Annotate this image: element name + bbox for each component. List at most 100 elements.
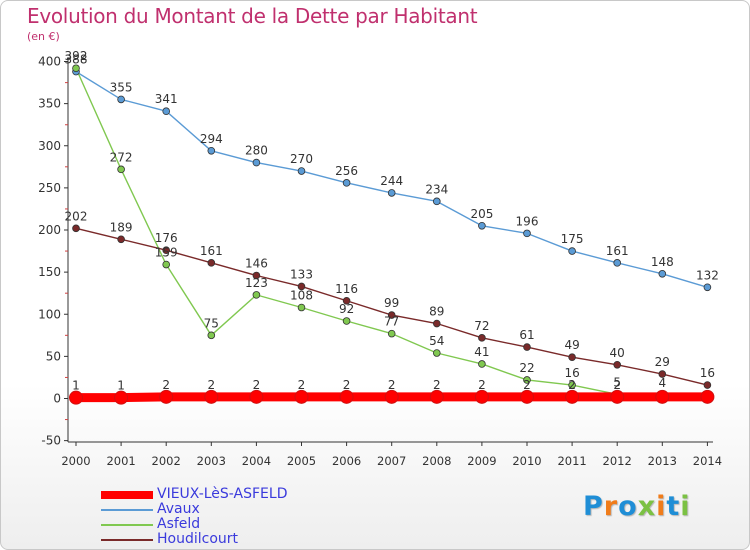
legend-swatch: [101, 509, 153, 511]
data-point: [432, 319, 441, 328]
y-tick-label: 300: [38, 139, 61, 153]
data-label: 2: [162, 378, 170, 392]
data-label: 72: [474, 319, 489, 333]
data-point: [700, 389, 715, 404]
data-label: 16: [700, 366, 715, 380]
data-point: [342, 179, 351, 187]
data-point: [568, 381, 576, 389]
data-label: 133: [290, 267, 313, 281]
data-point: [387, 329, 396, 338]
data-point: [432, 197, 441, 206]
data-label: 280: [245, 144, 268, 158]
data-point: [342, 296, 351, 305]
data-point: [297, 282, 306, 291]
data-point: [207, 259, 216, 267]
data-label: 272: [110, 150, 133, 164]
data-label: 1: [72, 379, 80, 393]
data-point: [204, 389, 219, 404]
data-label: 22: [519, 361, 534, 375]
data-label: 49: [564, 338, 579, 352]
y-tick-label: 150: [38, 265, 61, 279]
axes: -50 0 50 100 150 200 250 300 350 400 2000 2001 2002 2…: [38, 55, 722, 469]
logo-letter: r: [603, 491, 619, 522]
data-point: [117, 235, 125, 244]
data-point: [159, 389, 174, 404]
data-label: 270: [290, 152, 313, 166]
chart-subtitle: (en €): [27, 30, 60, 43]
legend-label: Houdilcourt: [157, 531, 239, 547]
data-point: [114, 390, 129, 405]
data-point: [72, 64, 80, 73]
logo-letter: o: [618, 491, 638, 522]
data-point: [384, 389, 399, 404]
x-tick-label: 2000: [61, 454, 90, 468]
data-point: [432, 349, 441, 357]
data-point: [207, 331, 216, 340]
data-label: 2: [298, 378, 306, 392]
data-point: [703, 283, 712, 292]
data-point: [294, 389, 309, 404]
logo-letter: i: [656, 491, 667, 522]
x-tick-label: 2009: [467, 454, 496, 468]
data-point: [252, 158, 261, 167]
data-point: [387, 189, 396, 197]
data-label: 4: [658, 376, 666, 390]
data-point: [429, 389, 444, 404]
legend-label: VIEUX-LèS-ASFELD: [157, 486, 288, 502]
data-label: 205: [470, 207, 493, 221]
data-point: [252, 291, 261, 299]
data-point: [523, 376, 531, 384]
x-tick-label: 2013: [648, 454, 677, 468]
data-point: [478, 360, 486, 368]
x-tick-label: 2007: [377, 454, 406, 468]
data-point: [658, 270, 667, 278]
data-point: [568, 247, 576, 255]
data-point: [703, 381, 712, 389]
data-point: [613, 360, 621, 369]
x-tick-label: 2014: [693, 454, 722, 468]
data-label: 234: [425, 182, 448, 196]
x-tick-label: 2010: [512, 454, 541, 468]
x-tick-label: 2001: [106, 454, 135, 468]
data-label: 116: [335, 282, 358, 296]
series-markers: [69, 64, 715, 405]
logo-letter: t: [666, 491, 681, 522]
data-point: [117, 95, 125, 104]
proxiti-logo: Proxiti: [583, 491, 691, 522]
y-tick-label: 350: [38, 97, 61, 111]
data-label: 54: [429, 334, 444, 348]
y-tick-label: 250: [38, 181, 61, 195]
data-label: 159: [155, 246, 178, 260]
data-label: 75: [204, 316, 219, 330]
data-label: 41: [474, 345, 489, 359]
data-label: 244: [380, 174, 403, 188]
data-point: [162, 107, 171, 116]
legend-label: Asfeld: [157, 516, 201, 532]
data-label: 176: [155, 231, 178, 245]
data-label: 2: [613, 378, 621, 392]
data-label: 2: [523, 378, 531, 392]
data-label: 392: [65, 49, 88, 63]
data-label: 341: [155, 92, 178, 106]
y-tick-label: 400: [38, 55, 61, 69]
data-label: 92: [339, 302, 354, 316]
x-tick-label: 2003: [197, 454, 226, 468]
data-point: [117, 165, 125, 174]
data-label: 132: [696, 268, 719, 282]
chart-title: Evolution du Montant de la Dette par Hab…: [27, 4, 478, 28]
data-label: 99: [384, 296, 399, 310]
data-label: 175: [561, 232, 584, 246]
data-label: 2: [568, 378, 576, 392]
legend-label: Avaux: [157, 501, 200, 517]
data-label: 2: [207, 378, 215, 392]
data-point: [565, 389, 580, 404]
x-tick-label: 2005: [287, 454, 316, 468]
data-label: 388: [65, 53, 88, 67]
data-point: [523, 343, 531, 351]
data-label: 202: [65, 209, 88, 223]
data-label: 256: [335, 164, 358, 178]
data-label: 77: [384, 315, 399, 329]
y-tick-label: 200: [38, 223, 61, 237]
